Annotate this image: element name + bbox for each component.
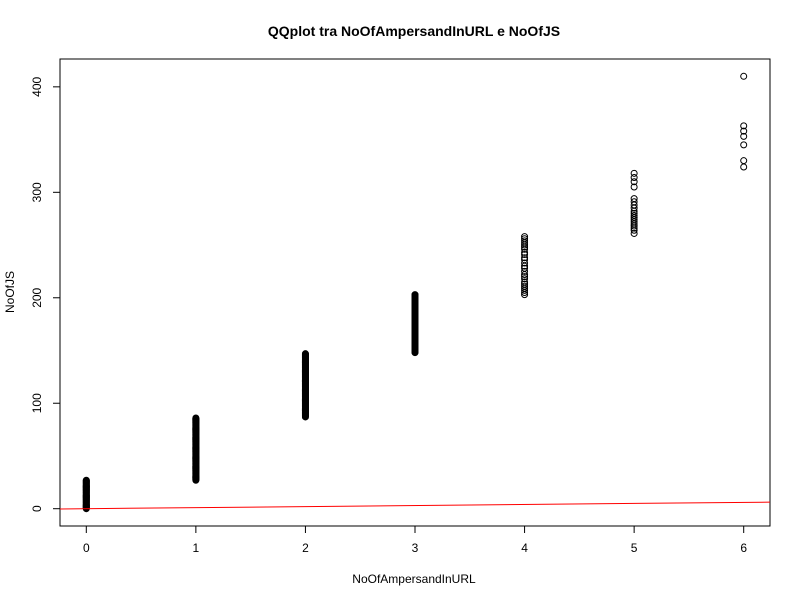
data-point xyxy=(630,229,638,237)
y-tick-label: 200 xyxy=(30,287,44,307)
data-point xyxy=(521,251,529,259)
data-point xyxy=(740,132,748,140)
y-axis-label: NoOfJS xyxy=(3,271,17,313)
x-tick-label: 6 xyxy=(740,541,747,555)
data-point xyxy=(521,256,529,264)
data-point xyxy=(740,127,748,135)
reference-line xyxy=(59,501,771,510)
x-tick-label: 0 xyxy=(83,541,90,555)
data-point xyxy=(521,237,529,245)
y-axis: 0 100 200 300 400 xyxy=(30,77,60,512)
data-point xyxy=(521,278,529,286)
x-axis: 0 1 2 3 4 5 6 xyxy=(83,526,747,555)
data-point xyxy=(521,235,529,243)
y-tick-label: 400 xyxy=(30,77,44,97)
data-point xyxy=(630,183,638,191)
y-tick-label: 100 xyxy=(30,393,44,413)
chart-title: QQplot tra NoOfAmpersandInURL e NoOfJS xyxy=(268,23,560,39)
data-point xyxy=(521,248,529,256)
y-tick-label: 300 xyxy=(30,182,44,202)
data-point xyxy=(411,291,419,299)
data-point xyxy=(740,141,748,149)
x-tick-label: 1 xyxy=(193,541,200,555)
data-point xyxy=(630,174,638,182)
data-point xyxy=(740,157,748,165)
x-tick-label: 2 xyxy=(302,541,309,555)
data-point xyxy=(521,275,529,283)
data-point xyxy=(630,169,638,177)
data-point xyxy=(740,163,748,171)
data-point xyxy=(521,259,529,267)
data-point xyxy=(740,72,748,80)
data-point xyxy=(521,273,529,281)
data-point xyxy=(521,280,529,288)
reference-line-segment xyxy=(59,501,771,510)
x-tick-label: 5 xyxy=(631,541,638,555)
data-point xyxy=(630,178,638,186)
data-point xyxy=(630,212,638,220)
x-tick-label: 4 xyxy=(521,541,528,555)
x-tick-label: 3 xyxy=(412,541,419,555)
data-point xyxy=(521,264,529,272)
y-tick-label: 0 xyxy=(30,505,44,512)
data-point xyxy=(192,414,200,422)
data-point xyxy=(740,122,748,130)
data-point xyxy=(630,195,638,203)
data-point xyxy=(521,233,529,241)
x-axis-label: NoOfAmpersandInURL xyxy=(352,572,476,586)
data-point xyxy=(521,254,529,262)
data-point xyxy=(521,267,529,275)
data-point xyxy=(301,350,309,358)
data-point xyxy=(630,209,638,217)
data-point xyxy=(630,198,638,206)
data-point xyxy=(82,476,90,484)
data-point xyxy=(521,282,529,290)
data-points xyxy=(82,72,748,513)
